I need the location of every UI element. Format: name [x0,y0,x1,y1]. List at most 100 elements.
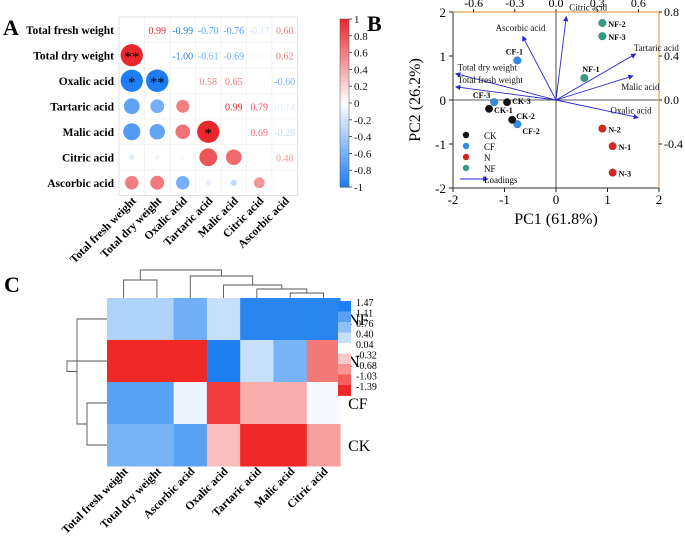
correlation-row-label: Ascorbic acid [47,178,114,190]
heatmap-cell-r0-c3 [206,298,241,341]
correlation-circle-r4-c0 [123,123,141,141]
pca-point-n-1 [608,142,617,151]
loading-arrow [555,99,639,120]
pca-right-tick-label: 0.4 [664,49,679,63]
heatmap-cell-r2-c4 [240,382,274,425]
heatmap-colorbar-label: 0.76 [356,319,374,330]
colorbar-tick-label: 1 [354,14,360,26]
correlation-circle-r4-c3 [197,120,220,143]
correlation-circle-r6-c4 [230,179,237,186]
colorbar-tick-label: 0.6 [354,48,368,60]
pca-top-tick-label: 0.3 [590,0,605,10]
pca-points: CF-1 CF-2 CF-3 CK-1CK-2 CK-3 N-1 N-2 N-3 NF-1 NF-… [473,19,631,179]
pca-top-tick-label: -0.6 [464,0,483,10]
pca-point-label: N-2 [608,126,620,135]
heatmap-cell-r0-c4 [240,298,274,341]
heatmap-dendrograms [66,269,324,446]
heatmap-cell-r2-c1 [140,382,175,425]
column-dendrogram-link [256,288,308,298]
pca-point-label: N-3 [619,170,631,179]
colorbar-segment [340,124,349,129]
pca-y-tick-label: 0 [440,93,447,108]
panel-label-a: A [3,15,19,40]
heatmap-cell-r2-c2 [173,382,208,425]
colorbar-segment [340,65,349,70]
colorbar-segment [340,86,349,91]
correlation-circle-r6-c5 [253,177,265,189]
correlation-value: -0.28 [274,128,295,139]
pca-point-ck-2 [508,115,517,124]
heatmap-colorbar-segment [338,343,351,354]
heatmap-colorbar-label: -1.03 [356,372,377,383]
heatmap-row-label: NF [348,312,369,329]
pca-point-label: CF-1 [506,47,523,56]
pca-point-label: NF-2 [608,20,625,29]
correlation-circle-r6-c2 [176,176,190,190]
correlation-row-label: Malic acid [63,127,115,139]
correlation-circle-r6-c3 [205,180,211,186]
colorbar-segment [340,69,349,75]
correlation-value: -0.61 [198,51,219,62]
loading-arrow [555,53,637,101]
correlation-value: -0.69 [223,51,244,62]
pca-y-tick-label: -1 [435,137,446,152]
correlation-value: -0.99 [172,26,193,37]
significance-mark: * [128,75,136,91]
heatmap-colorbar-segment [338,322,351,333]
heatmap-cell-r2-c5 [273,382,308,425]
pca-x-axis-label: PC1 (61.8%) [514,211,598,228]
colorbar-segment [340,98,349,104]
colorbar-segment [340,103,349,108]
pca-x-tick-label: -2 [448,192,459,207]
colorbar-segment [340,73,349,79]
pca-point-n-2 [598,124,607,133]
column-dendrogram-link [123,279,158,298]
pca-point-label: CF-2 [522,127,539,136]
correlation-colorbar: 1 0.8 0.6 0.4 0.2 0 -0.2 -0.4 -0.6 -0.8 -1 [339,14,372,194]
pca-point-label: CK-1 [494,106,513,115]
loading-arrow [455,84,557,101]
correlation-circle-r2-c0 [120,69,143,92]
loading-label: Total dry weight [458,63,518,73]
loading-label: Malic acid [621,82,660,92]
colorbar-segment [340,52,349,58]
pca-axes: -2 -1 0 1 2 -2 -1 0 1 2 -0.6 -0.3 0.0 0.3 0.6 0.8 0.4 0.0… [435,0,683,207]
correlation-circle-r4-c1 [149,123,166,140]
pca-point-label: CK-2 [516,112,535,121]
colorbar-segment [340,44,349,49]
pca-point-label: NF-1 [582,65,599,74]
heatmap-colorbar-label: 0.40 [356,330,374,341]
heatmap-colorbar-label: 1.47 [356,298,374,309]
heatmap-cell-r1-c4 [240,340,274,383]
heatmap-cell-r2-c6 [306,382,341,425]
correlation-value: 0.99 [149,26,167,37]
heatmap-row-label: N [348,354,360,371]
colorbar-segment [340,170,349,175]
legend-label: Loadings [484,175,518,185]
colorbar-segment [340,145,349,150]
colorbar-segment [340,136,349,142]
colorbar-segment [340,149,349,154]
heatmap-cell-r2-c0 [107,382,141,425]
loading-label: Tartaric acid [634,43,680,53]
significance-mark: ** [150,75,165,91]
correlation-value: 0.79 [251,102,269,113]
colorbar-tick-label: 0 [354,98,360,110]
loading-label: Total fresh weight [458,75,524,85]
loading-arrow [522,35,557,101]
correlation-value: 0.031 [248,77,271,88]
correlation-row-label: Total dry weight [33,50,114,62]
heatmap-cell-r0-c0 [107,298,141,341]
heatmap-cell-r1-c2 [173,340,208,383]
pca-x-tick-label: 0 [553,192,560,207]
colorbar-segment [340,115,349,121]
legend-label: CF [484,142,495,152]
colorbar-segment [340,140,349,146]
heatmap-cell-r0-c5 [273,298,308,341]
heatmap-cell-r3-c1 [140,424,175,467]
pca-point-label: N-1 [619,143,631,152]
row-dendrogram-link [86,402,107,446]
